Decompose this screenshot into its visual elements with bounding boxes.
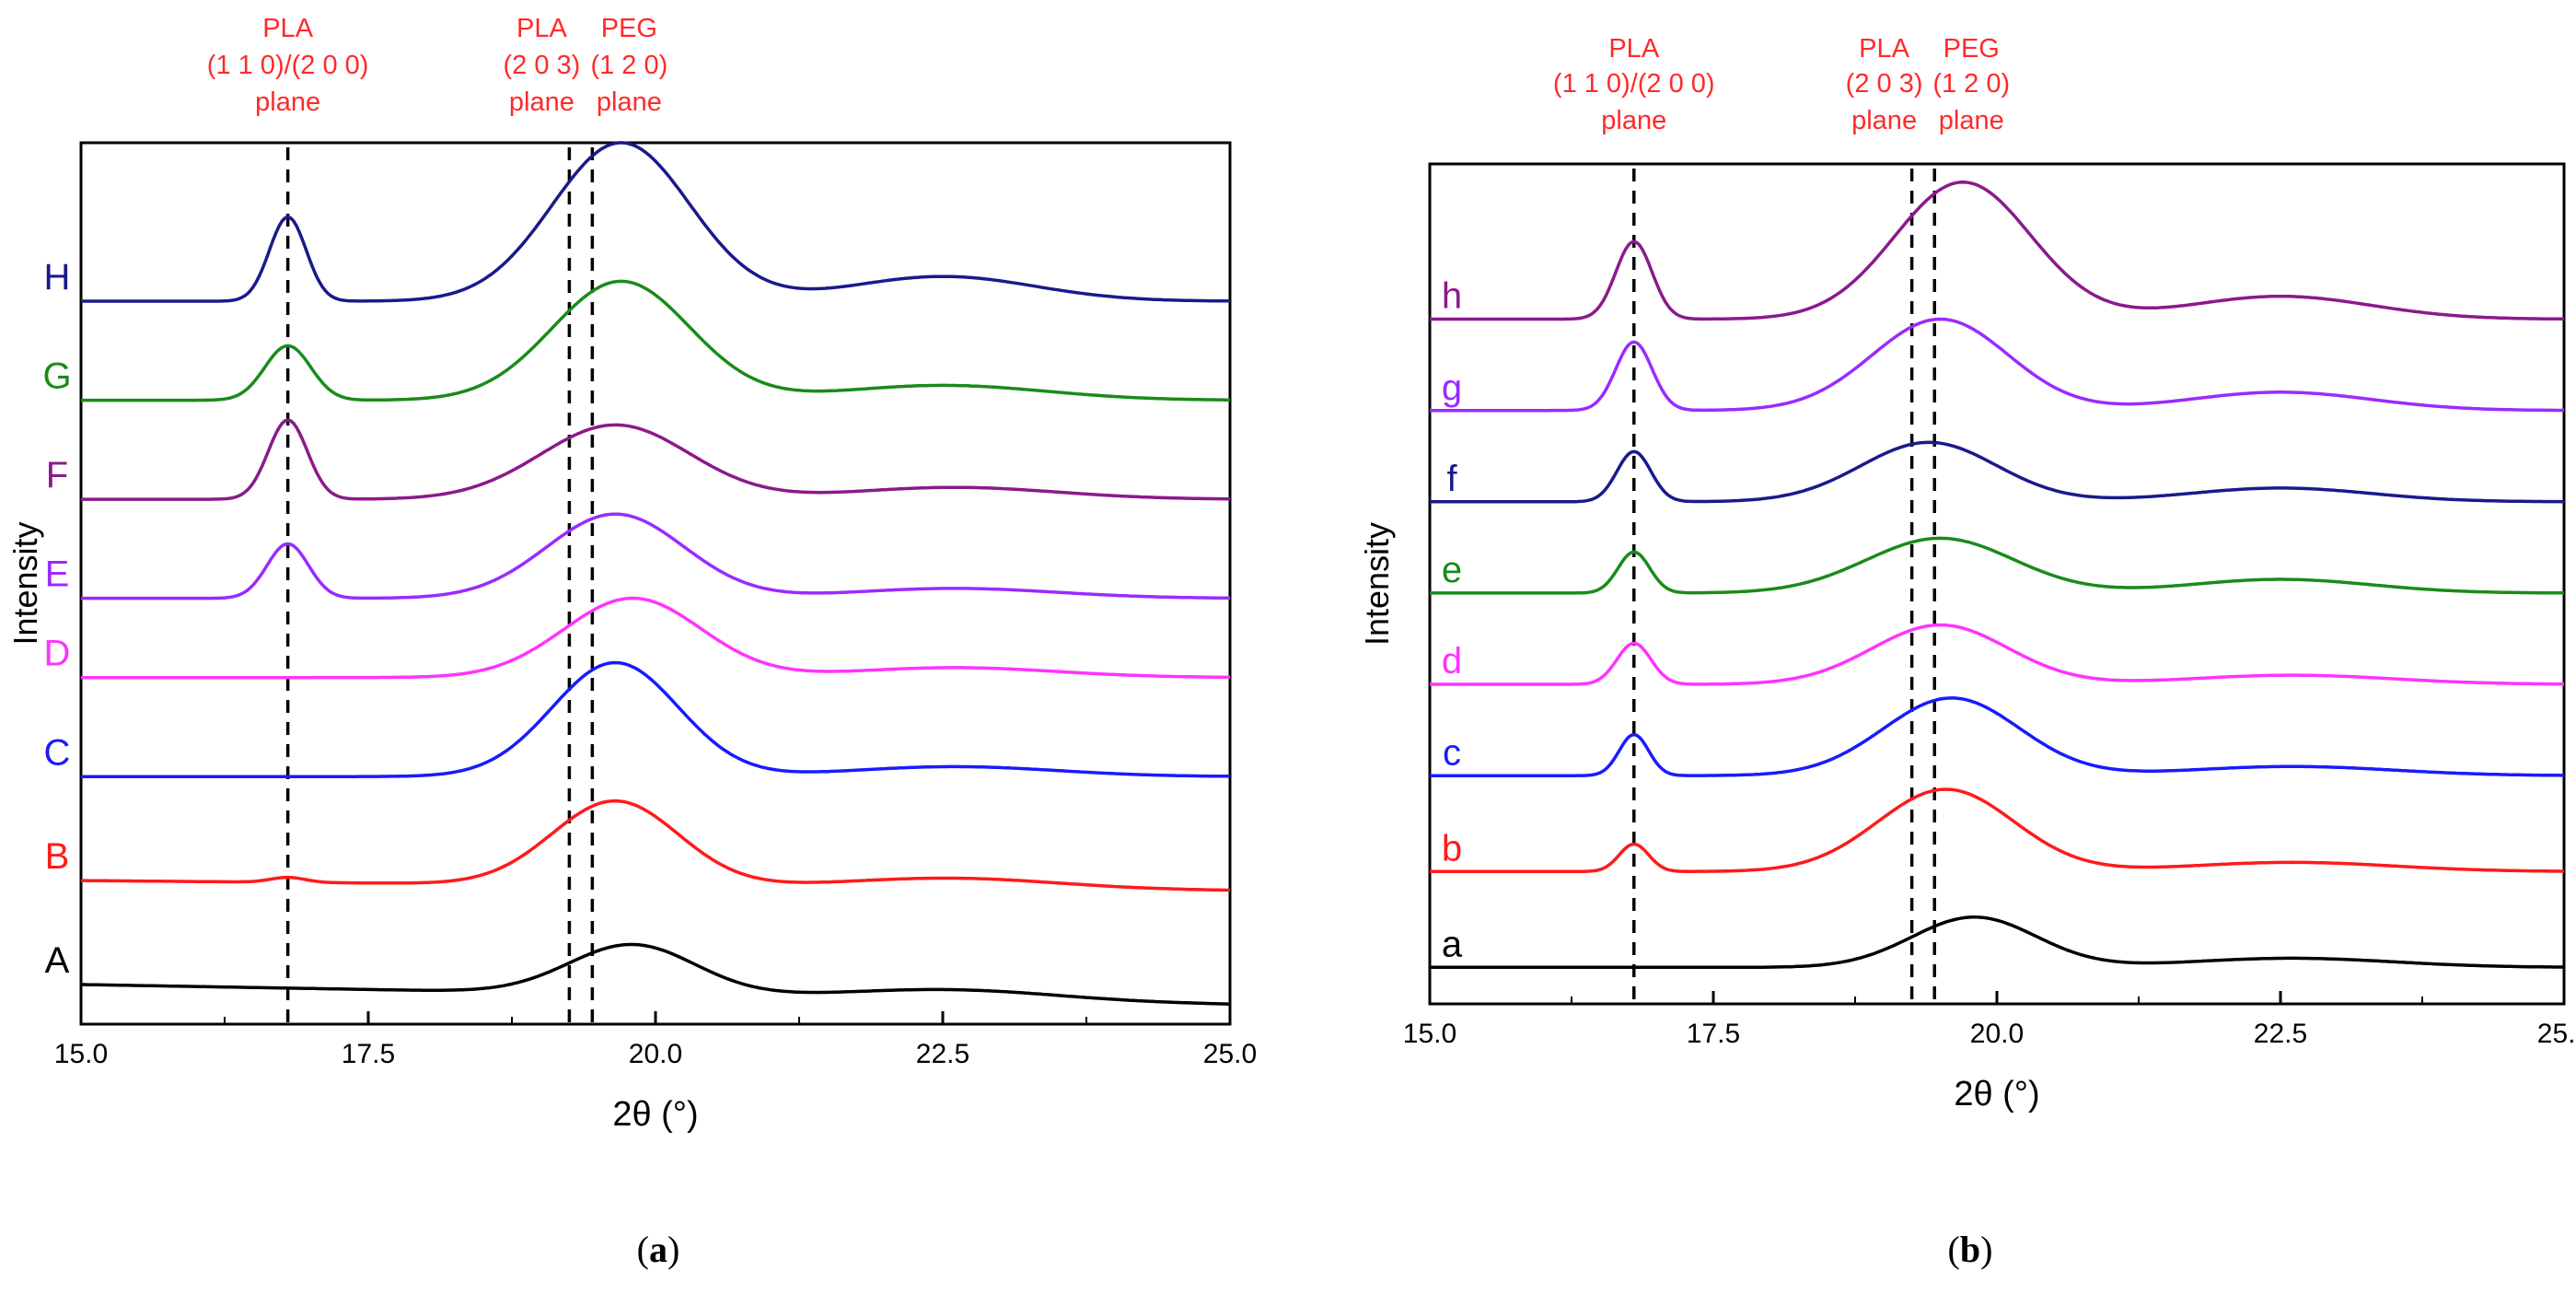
panel-label-open: (	[1948, 1229, 1960, 1270]
panel-b: 15.0 17.5 20.0 22.5 25.0 2θ (°) Intensity PLA (1…	[1358, 34, 2576, 1270]
x-tick-label: 20.0	[1970, 1019, 2024, 1049]
x-tick-label: 20.0	[629, 1039, 682, 1069]
x-tick-label: 17.5	[342, 1039, 395, 1069]
series-line-A	[81, 942, 1231, 1006]
series-line-F	[81, 418, 1230, 501]
reference-annotation: (1 1 0)/(2 0 0)	[1553, 69, 1715, 99]
series-line-b	[1430, 787, 2564, 874]
x-tick-label: 22.5	[916, 1039, 969, 1069]
series-line-H	[81, 141, 1230, 303]
panel-label-letter: b	[1960, 1229, 1980, 1270]
reference-annotation: PEG	[1944, 34, 2000, 64]
series-label-H: H	[44, 257, 71, 297]
panel-a: 15.0 17.5 20.0 22.5 25.0 2θ (°) Intensity PLA (1…	[6, 14, 1257, 1270]
panel-label: (a)	[637, 1229, 680, 1270]
reference-annotation: (1 2 0)	[1932, 69, 2010, 99]
panel-label-close: )	[667, 1229, 679, 1270]
reference-annotation: plane	[597, 87, 662, 117]
reference-annotation: PLA	[262, 14, 313, 43]
reference-annotation: plane	[1851, 106, 1917, 135]
y-axis-label: Intensity	[1358, 522, 1396, 646]
reference-annotation: PLA	[1859, 34, 1909, 64]
series-label-c: c	[1443, 732, 1461, 773]
x-tick-label: 15.0	[1403, 1019, 1456, 1049]
reference-annotation: plane	[1601, 106, 1666, 135]
series-label-b: b	[1442, 828, 1462, 868]
series-line-g	[1430, 317, 2564, 413]
reference-annotation: (2 0 3)	[503, 51, 580, 80]
series-label-F: F	[46, 455, 68, 495]
reference-annotation: PLA	[516, 14, 567, 43]
series-line-C	[81, 660, 1231, 778]
x-tick-label: 17.5	[1687, 1019, 1740, 1049]
panel-label: (b)	[1948, 1229, 1993, 1270]
series-line-B	[81, 799, 1230, 892]
series-label-E: E	[45, 554, 70, 595]
series-line-f	[1430, 440, 2564, 504]
series-label-A: A	[45, 940, 70, 981]
x-tick-label: 22.5	[2254, 1019, 2307, 1049]
series-label-g: g	[1442, 367, 1462, 408]
series-line-E	[81, 512, 1230, 600]
reference-annotation: (2 0 3)	[1846, 69, 1923, 99]
series-line-D	[81, 596, 1230, 680]
series-label-d: d	[1442, 641, 1462, 682]
x-tick-label: 25.0	[1203, 1039, 1257, 1069]
series-line-e	[1430, 536, 2564, 595]
series-label-G: G	[42, 356, 71, 397]
reference-annotation: plane	[255, 87, 320, 117]
x-tick-label: 15.0	[54, 1039, 108, 1069]
reference-annotation: (1 1 0)/(2 0 0)	[207, 51, 369, 80]
x-axis-label: 2θ (°)	[612, 1095, 698, 1134]
x-tick-label: 25.0	[2537, 1019, 2576, 1049]
series-line-a	[1430, 915, 2565, 970]
series-label-a: a	[1442, 924, 1463, 964]
series-label-f: f	[1446, 459, 1457, 499]
series-label-B: B	[45, 836, 70, 877]
plot-frame	[1428, 162, 2566, 1006]
panel-label-open: (	[637, 1229, 649, 1270]
y-axis-label: Intensity	[6, 521, 44, 645]
series-label-h: h	[1442, 276, 1462, 317]
reference-annotation: plane	[1939, 106, 2004, 135]
series-label-D: D	[44, 634, 71, 674]
series-line-h	[1430, 181, 2564, 321]
reference-annotation: plane	[509, 87, 574, 117]
x-axis-label: 2θ (°)	[1954, 1075, 2039, 1113]
series-label-C: C	[44, 732, 71, 773]
series-line-d	[1430, 623, 2565, 686]
reference-annotation: (1 2 0)	[590, 51, 667, 80]
reference-annotation: PLA	[1608, 34, 1659, 64]
panel-label-letter: a	[649, 1229, 667, 1270]
series-line-G	[81, 279, 1230, 402]
reference-annotation: PEG	[601, 14, 657, 43]
series-line-c	[1430, 696, 2564, 777]
series-label-e: e	[1442, 550, 1462, 590]
panel-label-close: )	[1980, 1229, 1992, 1270]
